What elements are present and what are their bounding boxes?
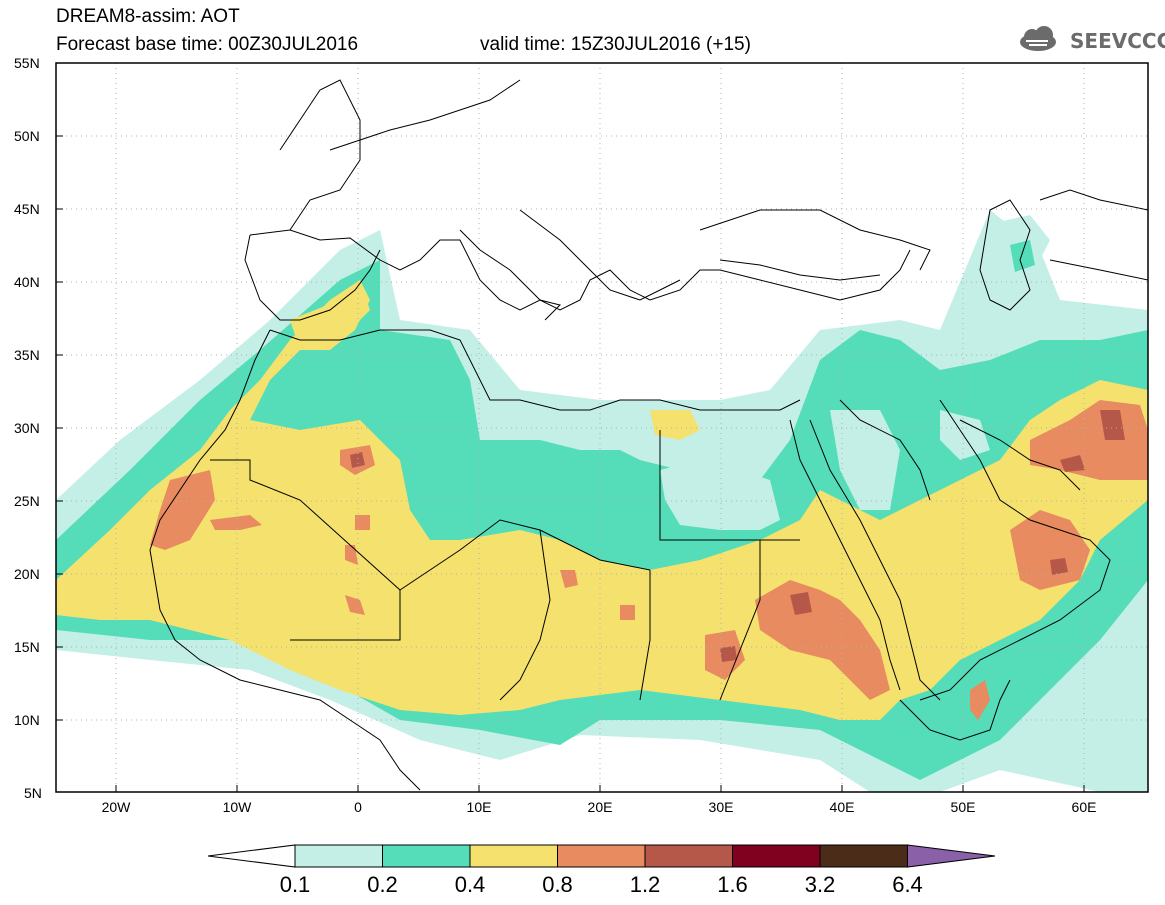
lat-label: 40N <box>14 274 40 290</box>
lat-label: 30N <box>14 420 40 436</box>
colorbar-segment <box>732 844 821 868</box>
colorbar-label: 0.8 <box>542 872 573 897</box>
lat-label: 35N <box>14 347 40 363</box>
colorbar <box>207 844 996 868</box>
colorbar-segment <box>557 844 646 868</box>
colorbar-label: 1.2 <box>630 872 661 897</box>
lat-label: 50N <box>14 128 40 144</box>
colorbar-label: 0.2 <box>367 872 398 897</box>
lon-label: 60E <box>1072 799 1097 815</box>
colorbar-segment <box>294 844 383 868</box>
colorbar-label: 0.1 <box>280 872 311 897</box>
colorbar-label: 6.4 <box>892 872 923 897</box>
lon-label: 30E <box>709 799 734 815</box>
logo-text: SEEVCCC <box>1070 29 1165 53</box>
colorbar-segment-over <box>907 844 996 868</box>
colorbar-segment <box>819 844 908 868</box>
lon-label: 10E <box>467 799 492 815</box>
lat-label: 10N <box>14 712 40 728</box>
lon-label: 20W <box>102 799 132 815</box>
lon-label: 10W <box>223 799 253 815</box>
lon-label: 50E <box>951 799 976 815</box>
tick-marks <box>56 135 1085 792</box>
logo <box>1020 26 1056 51</box>
lat-label: 5N <box>24 785 42 801</box>
lat-label: 55N <box>14 55 40 71</box>
colorbar-labels: 0.1 0.2 0.4 0.8 1.2 1.6 3.2 6.4 <box>280 872 923 897</box>
lat-label: 15N <box>14 639 40 655</box>
cloud-icon <box>1020 26 1056 51</box>
colorbar-label: 1.6 <box>717 872 748 897</box>
map-title: DREAM8-assim: AOT <box>56 6 240 27</box>
lat-label: 20N <box>14 566 40 582</box>
colorbar-label: 3.2 <box>805 872 836 897</box>
lat-label: 25N <box>14 493 40 509</box>
valid-time: valid time: 15Z30JUL2016 (+15) <box>480 34 751 55</box>
lon-label: 40E <box>830 799 855 815</box>
aot-band-0-8 <box>150 470 215 550</box>
latitude-labels: 55N 50N 45N 40N 35N 30N 25N 20N 15N 10N … <box>14 55 42 801</box>
lon-label: 20E <box>588 799 613 815</box>
longitude-labels: 20W 10W 0 10E 20E 30E 40E 50E 60E <box>102 799 1097 815</box>
colorbar-segment <box>644 844 733 868</box>
colorbar-label: 0.4 <box>455 872 486 897</box>
colorbar-segment-under <box>207 844 296 868</box>
forecast-base-time: Forecast base time: 00Z30JUL2016 <box>56 34 359 55</box>
colorbar-segment <box>382 844 471 868</box>
lat-label: 45N <box>14 201 40 217</box>
coastlines <box>149 79 1148 791</box>
aot-band-1-2 <box>350 452 365 468</box>
lon-label: 0 <box>354 799 362 815</box>
colorbar-segment <box>469 844 558 868</box>
